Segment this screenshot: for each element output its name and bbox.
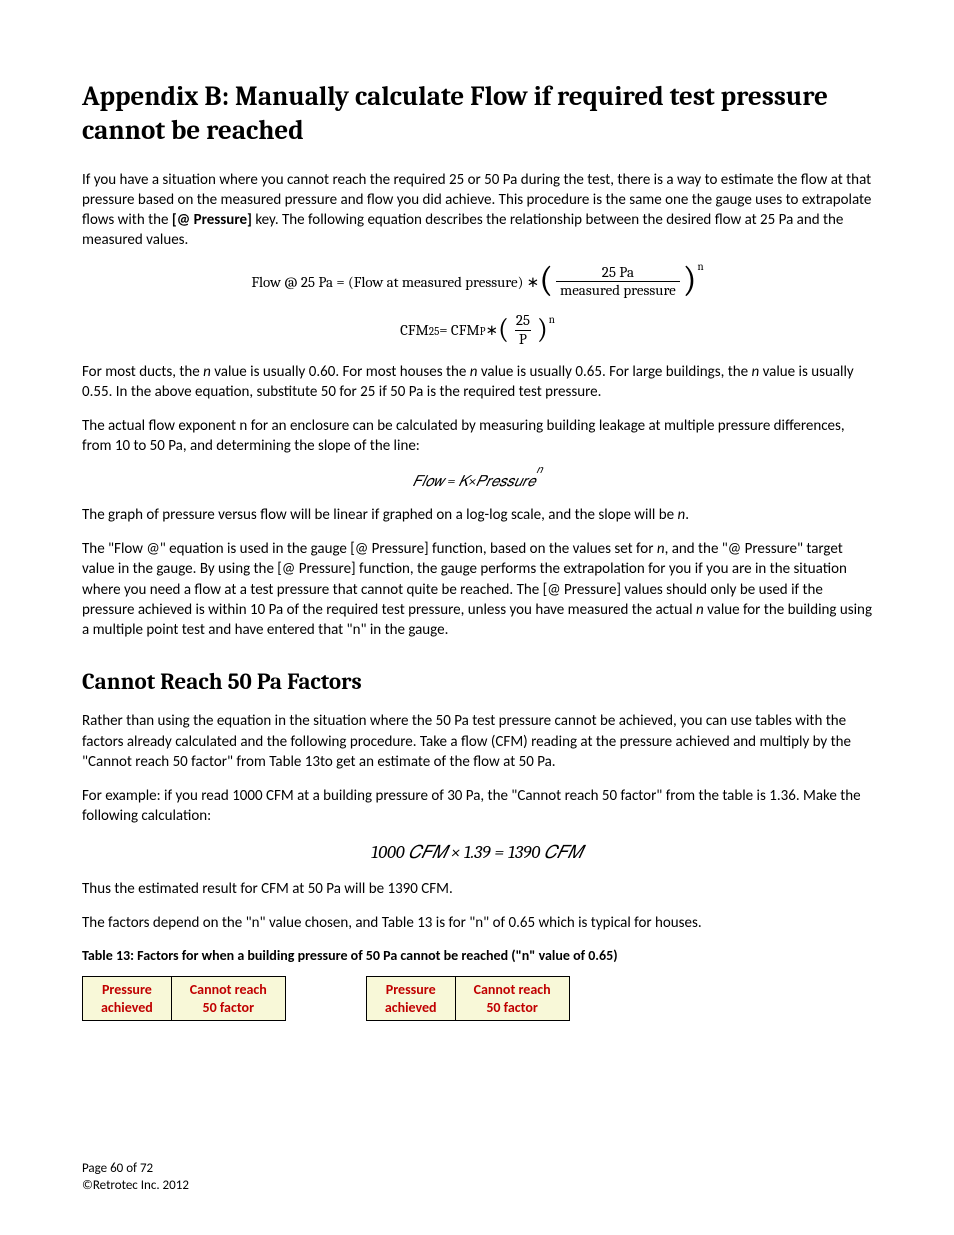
paren-left: ( [539,266,553,295]
equation-flow-k: 𝐹𝑙𝑜𝑤 = 𝐾×𝑃𝑟𝑒𝑠𝑠𝑢𝑟𝑒𝑛 [82,471,872,491]
page-footer: Page 60 of 72 ©Retrotec Inc. 2012 [82,1161,189,1195]
table-header-row: Pressureachieved Cannot reach50 factor [366,977,569,1021]
para-factors-intro: Rather than using the equation in the si… [82,711,872,772]
text: value is usually 0.60. For most houses t… [211,363,470,381]
factor-table-left: Pressureachieved Cannot reach50 factor [82,976,286,1021]
eq-lhs: Flow @ 25 Pa = (Flow at measured pressur… [251,272,539,292]
text: . [685,506,689,524]
fraction: 25 P [512,313,534,348]
equation-cfm25: CFM25 = CFMP ∗ ( 25 P ) n [82,313,872,348]
col-pressure-achieved: Pressureachieved [83,977,172,1021]
subscript: P [480,325,486,340]
text: The graph of pressure versus flow will b… [82,506,678,524]
n-var: n [203,363,211,381]
table-header-row: Pressureachieved Cannot reach50 factor [83,977,286,1021]
equation-example: 1000 𝐶𝐹𝑀 × 1.39 = 1390 𝐶𝐹𝑀 [82,841,872,865]
paren-left: ( [498,318,509,340]
eq-text: CFM [400,320,429,340]
key-label: [@ Pressure] [172,211,252,229]
page-title: Appendix B: Manually calculate Flow if r… [82,80,872,148]
n-var: n [657,540,665,558]
factor-table-right: Pressureachieved Cannot reach50 factor [366,976,570,1021]
exponent: n [698,260,704,275]
table-caption: Table 13: Factors for when a building pr… [82,947,872,966]
text: The "Flow @" equation is used in the gau… [82,540,657,558]
fraction: 25 Pa measured pressure [556,265,680,300]
numerator: 25 [512,313,534,330]
tables-container: Pressureachieved Cannot reach50 factor P… [82,976,872,1021]
subscript: 25 [429,325,439,340]
numerator: 25 Pa [598,265,638,282]
denominator: P [515,330,531,348]
n-var: n [696,601,704,619]
copyright: ©Retrotec Inc. 2012 [82,1178,189,1195]
paren-right: ) [537,318,548,340]
eq-text: = CFM [439,320,479,340]
para-n-values: For most ducts, the n value is usually 0… [82,362,872,403]
page-number: Page 60 of 72 [82,1161,189,1178]
exponent: n [549,313,555,328]
equation-flow-25: Flow @ 25 Pa = (Flow at measured pressur… [82,265,872,300]
para-loglog: The graph of pressure versus flow will b… [82,505,872,525]
para-n-choice: The factors depend on the "n" value chos… [82,913,872,933]
paren-right: ) [683,266,697,295]
eq-text: 𝐹𝑙𝑜𝑤 = 𝐾×𝑃𝑟𝑒𝑠𝑠𝑢𝑟𝑒 [413,471,536,491]
para-exponent: The actual flow exponent n for an enclos… [82,416,872,457]
para-result: Thus the estimated result for CFM at 50 … [82,879,872,899]
eq-text: ∗ [486,320,499,340]
para-intro: If you have a situation where you cannot… [82,170,872,251]
exponent: 𝑛 [536,463,542,478]
col-cannot-reach-factor: Cannot reach50 factor [171,977,285,1021]
text: For most ducts, the [82,363,203,381]
para-at-pressure: The "Flow @" equation is used in the gau… [82,539,872,640]
text: value is usually 0.65. For large buildin… [477,363,751,381]
col-cannot-reach-factor: Cannot reach50 factor [455,977,569,1021]
denominator: measured pressure [556,281,680,299]
col-pressure-achieved: Pressureachieved [366,977,455,1021]
para-example: For example: if you read 1000 CFM at a b… [82,786,872,827]
section-heading: Cannot Reach 50 Pa Factors [82,666,872,697]
